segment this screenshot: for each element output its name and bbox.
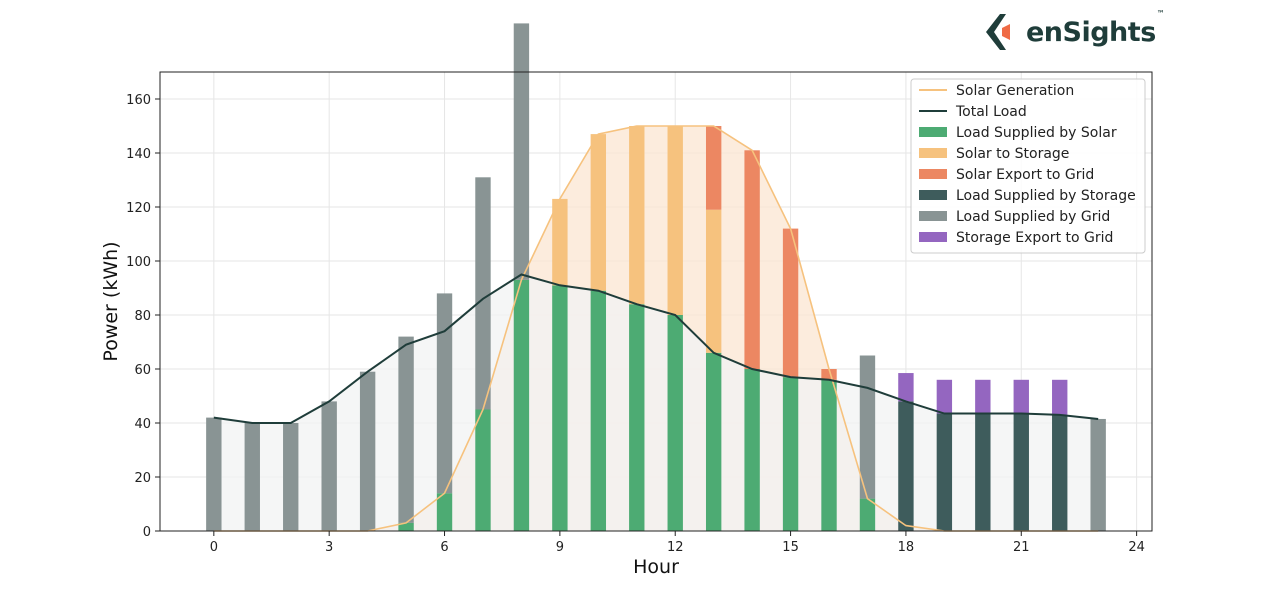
x-tick-label: 9: [556, 540, 564, 555]
bar-load-supplied-by-solar-h9: [552, 285, 568, 531]
legend-swatch-storage-export-to-grid: [919, 232, 947, 242]
y-axis-title: Power (kWh): [100, 241, 122, 361]
legend-swatch-solar-to-storage: [919, 148, 947, 158]
bar-storage-export-to-grid-h21: [1013, 379, 1029, 414]
y-tick-label: 60: [134, 363, 151, 378]
bar-load-supplied-by-solar-h10: [590, 290, 607, 531]
y-tick-label: 80: [134, 309, 151, 324]
y-tick-label: 0: [143, 525, 151, 540]
bar-load-supplied-by-storage-h20: [975, 413, 991, 531]
bar-solar-export-to-grid-h15: [782, 228, 799, 378]
legend-label: Solar to Storage: [956, 146, 1069, 162]
bar-load-supplied-by-solar-h13: [705, 352, 722, 531]
total-load-area: [213, 274, 1099, 531]
bar-solar-to-storage-h13: [705, 209, 722, 353]
legend-swatch-load-supplied-by-storage: [919, 190, 947, 200]
bar-load-supplied-by-grid-h17: [859, 355, 876, 499]
y-tick-label: 120: [126, 201, 151, 216]
legend-swatch-load-supplied-by-grid: [919, 211, 947, 221]
bar-load-supplied-by-solar-h11: [629, 304, 645, 531]
bar-storage-export-to-grid-h22: [1052, 379, 1068, 415]
bar-load-supplied-by-grid-h8: [513, 23, 530, 280]
bar-solar-export-to-grid-h14: [744, 150, 760, 369]
chart-legend: Solar Generation Total Load Load Supplied …: [910, 78, 1146, 254]
bar-solar-to-storage-h9: [552, 198, 568, 286]
brand-name: enSights™: [1026, 8, 1165, 48]
y-tick-label: 160: [126, 93, 151, 108]
bar-load-supplied-by-solar-h12: [667, 315, 683, 531]
bar-load-supplied-by-solar-h5: [398, 522, 414, 531]
legend-label: Total Load: [955, 104, 1027, 120]
y-tick-label: 40: [134, 417, 151, 432]
bar-load-supplied-by-storage-h22: [1052, 414, 1068, 531]
bar-load-supplied-by-grid-h0: [206, 417, 222, 531]
x-tick-label: 12: [667, 540, 684, 555]
bar-storage-export-to-grid-h20: [975, 379, 991, 414]
bar-load-supplied-by-storage-h19: [936, 413, 953, 531]
legend-label: Solar Generation: [956, 83, 1074, 99]
y-tick-label: 100: [126, 255, 151, 270]
legend-label: Load Supplied by Solar: [956, 125, 1117, 141]
bar-solar-to-storage-h10: [590, 134, 607, 291]
x-tick-label: 21: [1013, 540, 1030, 555]
bar-load-supplied-by-solar-h14: [744, 369, 760, 531]
bar-solar-to-storage-h11: [629, 126, 645, 305]
bar-solar-to-storage-h12: [667, 126, 683, 315]
x-tick-label: 15: [782, 540, 799, 555]
brand-trademark: ™: [1156, 8, 1165, 18]
bar-load-supplied-by-grid-h7: [475, 177, 491, 410]
legend-box: [910, 78, 1146, 254]
bar-load-supplied-by-solar-h6: [436, 493, 453, 531]
bar-load-supplied-by-grid-h3: [321, 401, 337, 531]
x-tick-label: 0: [210, 540, 218, 555]
bar-load-supplied-by-storage-h18: [898, 401, 914, 531]
bar-load-supplied-by-solar-h7: [475, 409, 491, 531]
plot-frame: [159, 71, 1153, 532]
x-axis-title: Hour: [633, 556, 679, 578]
bar-solar-export-to-grid-h16: [821, 369, 837, 380]
total-load-line: [213, 273, 1099, 424]
bar-storage-export-to-grid-h18: [898, 373, 914, 402]
x-tick-label: 18: [898, 540, 915, 555]
y-tick-label: 20: [134, 471, 151, 486]
bar-load-supplied-by-solar-h17: [859, 498, 876, 531]
x-tick-label: 6: [440, 540, 448, 555]
bar-load-supplied-by-grid-h5: [398, 336, 414, 523]
bar-layer: [206, 23, 1106, 531]
legend-swatch-solar-export-to-grid: [919, 169, 947, 179]
bar-load-supplied-by-grid-h1: [244, 423, 260, 531]
bar-load-supplied-by-grid-h4: [359, 371, 376, 531]
legend-label: Load Supplied by Grid: [956, 209, 1110, 225]
x-tick-label: 24: [1128, 540, 1145, 555]
bar-load-supplied-by-solar-h8: [513, 279, 530, 531]
bar-load-supplied-by-storage-h21: [1013, 413, 1029, 531]
bar-storage-export-to-grid-h19: [936, 379, 953, 414]
legend-swatch-load-supplied-by-solar: [919, 127, 947, 137]
ensights-logo-icon: [986, 14, 1010, 50]
brand-logo: enSights™: [984, 8, 1165, 54]
bar-load-supplied-by-solar-h16: [821, 379, 837, 531]
bar-solar-export-to-grid-h13: [705, 126, 722, 210]
x-tick-label: 3: [325, 540, 333, 555]
bar-load-supplied-by-grid-h2: [283, 423, 299, 531]
bar-load-supplied-by-grid-h6: [436, 293, 453, 494]
bar-load-supplied-by-solar-h15: [782, 377, 799, 531]
tick-layer: 0 3 6 9 12 15 18 21 24 0 20 40 60 80 100 120 140 160: [126, 93, 1145, 555]
legend-label: Storage Export to Grid: [956, 230, 1113, 246]
bar-load-supplied-by-grid-h23: [1090, 418, 1106, 531]
area-layer: [213, 126, 1099, 531]
legend-label: Solar Export to Grid: [956, 167, 1094, 183]
legend-label: Load Supplied by Storage: [956, 188, 1136, 204]
y-tick-label: 140: [126, 147, 151, 162]
